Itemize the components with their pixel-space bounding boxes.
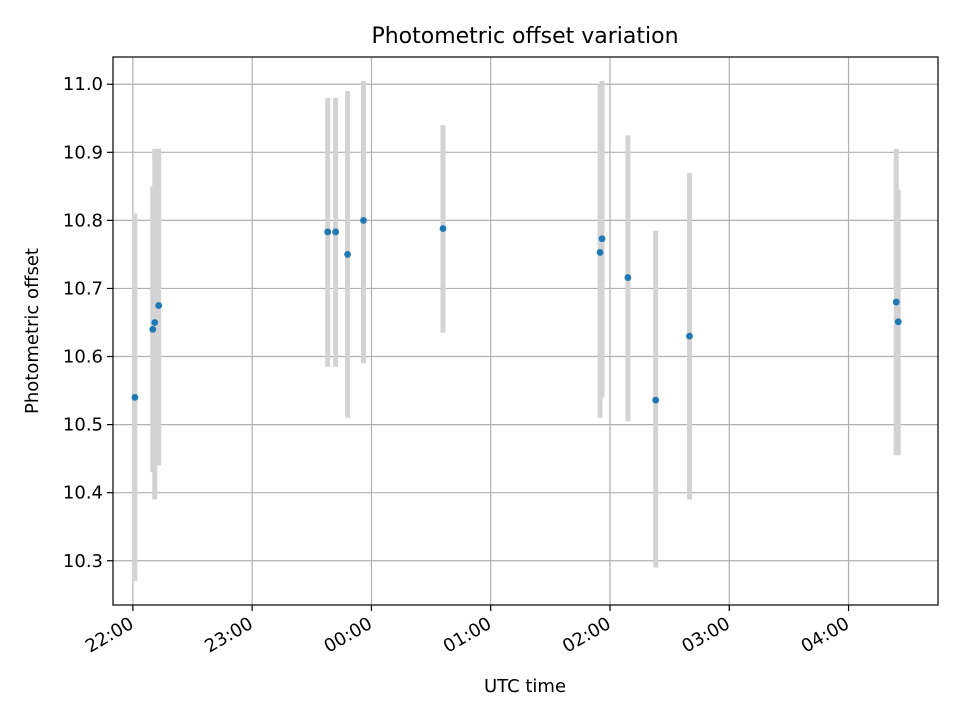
data-point [344,251,351,258]
y-tick-label: 10.5 [63,415,103,436]
data-point [439,225,447,232]
data-point [624,274,632,281]
chart-title: Photometric offset variation [371,24,678,49]
y-tick-label: 10.9 [63,142,103,163]
y-tick-label: 10.6 [63,347,103,368]
y-tick-label: 10.4 [63,483,103,504]
data-point [360,216,367,224]
x-tick-label: 04:00 [798,613,853,657]
x-tick-label: 02:00 [559,613,614,657]
x-tick-label: 00:00 [321,613,376,657]
y-tick-label: 11.0 [63,74,103,95]
data-point [894,318,902,326]
errorbars [132,80,901,582]
x-tick-label: 01:00 [440,613,495,657]
y-axis-ticks: 10.3 10.4 10.5 10.6 10.7 10.8 10.9 11.0 [63,74,113,572]
grid [113,57,938,605]
data-point [652,396,660,404]
data-point [151,319,159,326]
data-point [596,248,604,256]
plot-frame [112,56,939,606]
y-tick-label: 10.8 [63,210,103,231]
x-tick-label: 03:00 [678,613,733,657]
data-point [155,302,163,309]
data-point [598,235,606,243]
data-point [149,325,157,333]
data-point [892,298,900,306]
y-axis-label: Photometric offset [22,248,43,414]
data-point [131,393,139,401]
data-points [131,216,902,404]
y-tick-label: 10.3 [63,551,103,572]
data-point [686,332,693,340]
y-tick-label: 10.7 [63,278,103,299]
x-tick-label: 23:00 [201,613,256,657]
x-tick-label: 22:00 [82,613,137,657]
data-point [332,228,340,236]
data-point [324,228,332,236]
x-axis-ticks: 22:00 23:00 00:00 01:00 02:00 03:00 04:00 [82,605,853,657]
x-axis-label: UTC time [484,676,566,697]
